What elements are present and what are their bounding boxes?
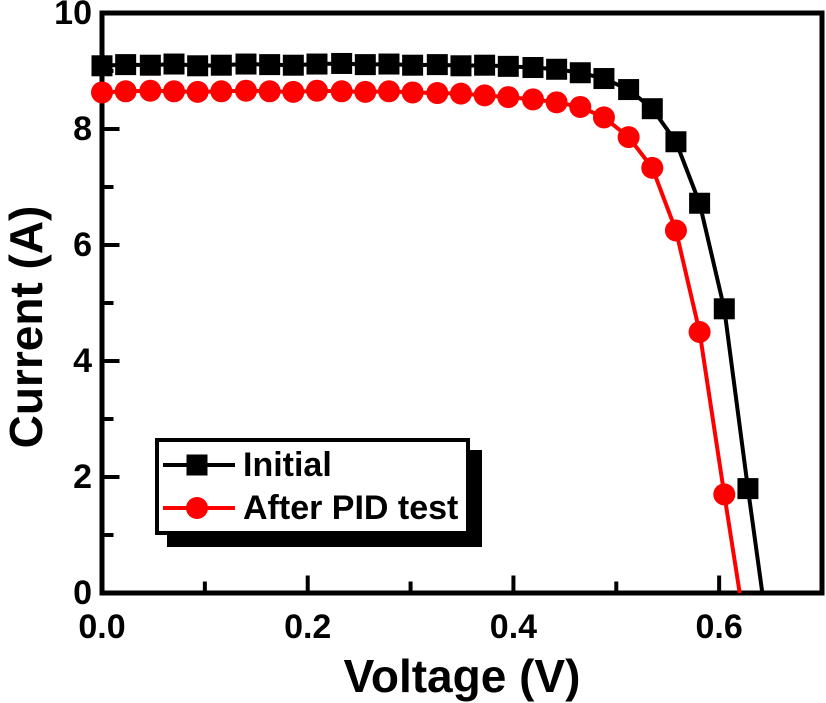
series-0-marker bbox=[163, 53, 185, 75]
series-1-marker bbox=[713, 483, 736, 506]
series-0-marker bbox=[593, 68, 615, 90]
series-1-marker bbox=[305, 79, 328, 102]
series-0-marker bbox=[522, 57, 544, 79]
series-0-marker bbox=[450, 55, 472, 77]
y-tick-label-2: 2 bbox=[73, 458, 92, 496]
after-pid-series-sample-icon bbox=[163, 496, 235, 519]
series-0-marker bbox=[354, 54, 376, 76]
x-tick-label-0.4: 0.4 bbox=[489, 608, 538, 646]
x-tick-label-0.0: 0.0 bbox=[78, 608, 126, 646]
series-0-marker bbox=[737, 478, 759, 500]
series-1-marker bbox=[91, 81, 113, 104]
series-1-marker bbox=[664, 219, 687, 242]
legend: Initial After PID test bbox=[155, 438, 470, 535]
series-1-marker bbox=[330, 80, 353, 103]
series-1-marker bbox=[521, 88, 544, 111]
series-line-1 bbox=[101, 88, 742, 594]
series-1-marker bbox=[401, 81, 424, 104]
x-axis-title: Voltage (V) bbox=[343, 650, 581, 702]
x-tick-label-0.2: 0.2 bbox=[284, 608, 332, 646]
series-1-marker bbox=[282, 80, 305, 103]
series-0-marker bbox=[618, 79, 640, 101]
series-1-marker bbox=[497, 86, 520, 109]
series-0-marker bbox=[474, 54, 496, 76]
series-1-marker bbox=[688, 321, 711, 343]
series-1-marker bbox=[641, 156, 664, 179]
series-1-marker bbox=[426, 82, 449, 105]
series-0-marker bbox=[689, 192, 711, 214]
series-1-marker bbox=[545, 91, 568, 114]
series-0-marker bbox=[641, 98, 663, 120]
series-0-marker bbox=[378, 53, 400, 75]
y-tick-label-0: 0 bbox=[73, 574, 92, 612]
legend-item-after-pid-test: After PID test bbox=[163, 488, 462, 528]
series-0-marker bbox=[713, 298, 735, 320]
series-1-marker bbox=[377, 80, 400, 103]
y-tick-label-10: 10 bbox=[54, 0, 92, 32]
series-1-marker bbox=[569, 95, 592, 118]
series-0-marker bbox=[235, 53, 257, 75]
series-0-marker bbox=[259, 54, 281, 76]
series-1-marker bbox=[163, 80, 185, 103]
y-tick-label-8: 8 bbox=[73, 110, 92, 148]
series-0-marker bbox=[306, 53, 328, 75]
axis-frame bbox=[99, 10, 825, 596]
series-0-marker bbox=[282, 54, 304, 76]
series-1-marker bbox=[449, 82, 472, 105]
y-tick-label-4: 4 bbox=[73, 342, 92, 380]
series-0-marker bbox=[91, 55, 113, 77]
series-0-marker bbox=[402, 54, 424, 76]
series-1-marker bbox=[235, 79, 257, 102]
series-1-marker bbox=[114, 80, 137, 103]
series-1-marker bbox=[617, 126, 640, 149]
legend-label-after-pid-test: After PID test bbox=[243, 488, 459, 527]
series-1-marker bbox=[186, 80, 209, 103]
x-tick-label-0.6: 0.6 bbox=[695, 608, 743, 646]
initial-series-sample-icon bbox=[163, 454, 235, 476]
series-1-marker bbox=[139, 79, 162, 102]
series-1-marker bbox=[258, 80, 281, 103]
y-tick-label-6: 6 bbox=[73, 226, 92, 264]
series-0-marker bbox=[139, 54, 161, 76]
legend-label-initial: Initial bbox=[243, 446, 332, 485]
series-1-marker bbox=[473, 84, 496, 107]
legend-item-initial: Initial bbox=[163, 445, 462, 485]
y-axis-title: Current (A) bbox=[0, 205, 52, 449]
series-0-marker bbox=[331, 52, 353, 74]
series-1-marker bbox=[354, 80, 377, 103]
series-0-marker bbox=[497, 55, 519, 77]
series-0-marker bbox=[187, 55, 209, 77]
series-0-marker bbox=[115, 54, 137, 76]
series-1-marker bbox=[592, 106, 615, 129]
series-0-marker bbox=[546, 58, 568, 80]
series-0-marker bbox=[665, 131, 687, 153]
series-0-marker bbox=[569, 62, 591, 84]
series-0-marker bbox=[426, 54, 448, 76]
series-1-marker bbox=[210, 80, 233, 103]
series-0-marker bbox=[210, 54, 232, 76]
